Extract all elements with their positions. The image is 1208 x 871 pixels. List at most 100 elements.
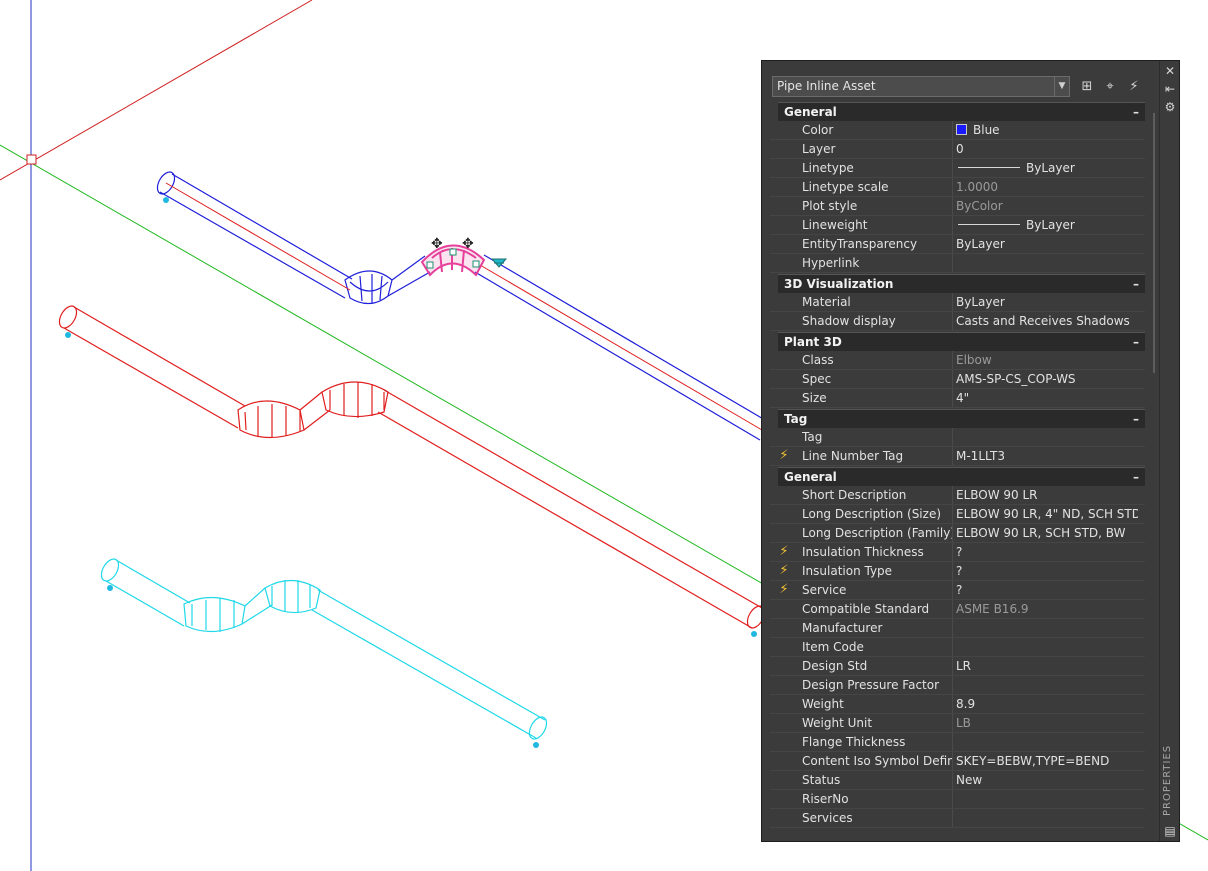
property-value[interactable] bbox=[956, 733, 1138, 751]
collapse-icon[interactable]: – bbox=[1133, 335, 1139, 349]
property-value[interactable]: ByLayer bbox=[956, 159, 1138, 177]
property-value[interactable] bbox=[956, 428, 1138, 446]
property-row[interactable]: Material ByLayer bbox=[770, 293, 1145, 312]
property-row[interactable]: Item Code bbox=[770, 638, 1145, 657]
collapse-icon[interactable]: – bbox=[1133, 105, 1139, 119]
section-header[interactable]: Tag – bbox=[778, 409, 1145, 428]
palette-menu-icon[interactable]: ▤ bbox=[1164, 824, 1176, 838]
property-value[interactable]: ByLayer bbox=[956, 235, 1138, 253]
property-row[interactable]: Short Description ELBOW 90 LR bbox=[770, 486, 1145, 505]
collapse-icon[interactable]: – bbox=[1133, 277, 1139, 291]
property-name: Shadow display bbox=[802, 314, 896, 328]
property-value[interactable]: New bbox=[956, 771, 1138, 789]
property-row[interactable]: EntityTransparency ByLayer bbox=[770, 235, 1145, 254]
property-row[interactable]: Weight Unit LB bbox=[770, 714, 1145, 733]
property-row[interactable]: RiserNo bbox=[770, 790, 1145, 809]
property-row[interactable]: Class Elbow bbox=[770, 351, 1145, 370]
property-value[interactable]: ? bbox=[956, 581, 1138, 599]
close-icon[interactable]: ✕ bbox=[1164, 64, 1176, 78]
row-gutter bbox=[770, 771, 798, 789]
property-row[interactable]: Tag bbox=[770, 428, 1145, 447]
property-row[interactable]: Long Description (Family) ELBOW 90 LR, SC… bbox=[770, 524, 1145, 543]
property-value[interactable]: M-1LLT3 bbox=[956, 447, 1138, 465]
property-row[interactable]: Status New bbox=[770, 771, 1145, 790]
property-scrollbar[interactable] bbox=[1153, 113, 1155, 373]
section-header[interactable]: General – bbox=[778, 467, 1145, 486]
property-row[interactable]: Plot style ByColor bbox=[770, 197, 1145, 216]
property-row[interactable]: Shadow display Casts and Receives Shadows bbox=[770, 312, 1145, 331]
property-row[interactable]: Long Description (Size) ELBOW 90 LR, 4" N… bbox=[770, 505, 1145, 524]
property-row[interactable]: Lineweight ByLayer bbox=[770, 216, 1145, 235]
property-row[interactable]: ⚡ Insulation Type? bbox=[770, 562, 1145, 581]
property-value[interactable]: 0 bbox=[956, 140, 1138, 158]
property-value[interactable]: Casts and Receives Shadows bbox=[956, 312, 1138, 330]
property-value[interactable]: Blue bbox=[956, 121, 1138, 139]
object-type-dropdown[interactable]: Pipe Inline Asset ▼ bbox=[772, 76, 1070, 97]
collapse-icon[interactable]: – bbox=[1133, 470, 1139, 484]
property-value[interactable]: LR bbox=[956, 657, 1138, 675]
property-row[interactable]: ⚡ Insulation Thickness? bbox=[770, 543, 1145, 562]
property-value[interactable]: ELBOW 90 LR, SCH STD, BW bbox=[956, 524, 1138, 542]
palette-settings-icon[interactable]: ⚙ bbox=[1164, 100, 1176, 114]
property-row[interactable]: Design Pressure Factor bbox=[770, 676, 1145, 695]
property-value[interactable]: ? bbox=[956, 562, 1138, 580]
property-row[interactable]: Manufacturer bbox=[770, 619, 1145, 638]
property-row[interactable]: Design Std LR bbox=[770, 657, 1145, 676]
section-header[interactable]: 3D Visualization – bbox=[778, 274, 1145, 293]
column-divider bbox=[952, 600, 953, 618]
property-row[interactable]: Spec AMS-SP-CS_COP-WS bbox=[770, 370, 1145, 389]
column-divider bbox=[952, 733, 953, 751]
property-value[interactable]: ByColor bbox=[956, 197, 1138, 215]
property-value[interactable]: ByLayer bbox=[956, 216, 1138, 234]
section-header[interactable]: General – bbox=[778, 102, 1145, 121]
property-value[interactable] bbox=[956, 790, 1138, 808]
selection-grips[interactable]: ✥ ✥ bbox=[426, 236, 508, 269]
red-pipe-run[interactable] bbox=[56, 303, 768, 631]
property-row[interactable]: Hyperlink bbox=[770, 254, 1145, 273]
property-row[interactable]: Content Iso Symbol Defin... SKEY=BEBW,TYP… bbox=[770, 752, 1145, 771]
property-value[interactable]: ELBOW 90 LR, 4" ND, SCH STD,... bbox=[956, 505, 1138, 523]
property-name: Design Pressure Factor bbox=[802, 678, 940, 692]
toggle-pickadd-icon[interactable]: ⊞ bbox=[1081, 79, 1093, 94]
property-value[interactable]: 4" bbox=[956, 389, 1138, 407]
property-value[interactable] bbox=[956, 809, 1138, 827]
auto-hide-icon[interactable]: ⇤ bbox=[1164, 82, 1176, 96]
property-name: Weight bbox=[802, 697, 844, 711]
property-row[interactable]: Compatible Standard ASME B16.9 bbox=[770, 600, 1145, 619]
property-value[interactable]: Elbow bbox=[956, 351, 1138, 369]
collapse-icon[interactable]: – bbox=[1133, 412, 1139, 426]
property-value[interactable] bbox=[956, 638, 1138, 656]
property-value[interactable]: ELBOW 90 LR bbox=[956, 486, 1138, 504]
property-value[interactable]: SKEY=BEBW,TYPE=BEND bbox=[956, 752, 1138, 770]
property-row[interactable]: Color Blue bbox=[770, 121, 1145, 140]
property-value[interactable]: ? bbox=[956, 543, 1138, 561]
column-divider bbox=[952, 370, 953, 388]
select-objects-icon[interactable]: ⌖ bbox=[1106, 79, 1114, 94]
property-row[interactable]: ⚡ Line Number Tag M-1LLT3 bbox=[770, 447, 1145, 466]
property-value[interactable] bbox=[956, 619, 1138, 637]
property-row[interactable]: Size 4" bbox=[770, 389, 1145, 408]
property-value[interactable]: ASME B16.9 bbox=[956, 600, 1138, 618]
quick-select-icon[interactable]: ⚡ bbox=[1129, 79, 1139, 94]
property-value[interactable]: 1.0000 bbox=[956, 178, 1138, 196]
property-row[interactable]: Flange Thickness bbox=[770, 733, 1145, 752]
blue-pipe-run[interactable] bbox=[154, 169, 766, 441]
property-row[interactable]: Linetype scale 1.0000 bbox=[770, 178, 1145, 197]
property-row[interactable]: Weight 8.9 bbox=[770, 695, 1145, 714]
property-value[interactable]: 8.9 bbox=[956, 695, 1138, 713]
row-gutter bbox=[770, 159, 798, 177]
property-name: Plot style bbox=[802, 199, 858, 213]
property-value[interactable] bbox=[956, 676, 1138, 694]
property-row[interactable]: Linetype ByLayer bbox=[770, 159, 1145, 178]
property-value[interactable]: ByLayer bbox=[956, 293, 1138, 311]
property-row[interactable]: Layer 0 bbox=[770, 140, 1145, 159]
property-row[interactable]: Services bbox=[770, 809, 1145, 828]
property-value[interactable]: AMS-SP-CS_COP-WS bbox=[956, 370, 1138, 388]
cyan-pipe-run[interactable] bbox=[98, 556, 550, 742]
property-value[interactable] bbox=[956, 254, 1138, 272]
section-header[interactable]: Plant 3D – bbox=[778, 332, 1145, 351]
property-row[interactable]: ⚡ Service? bbox=[770, 581, 1145, 600]
property-value-text: ASME B16.9 bbox=[956, 602, 1029, 616]
property-value[interactable]: LB bbox=[956, 714, 1138, 732]
